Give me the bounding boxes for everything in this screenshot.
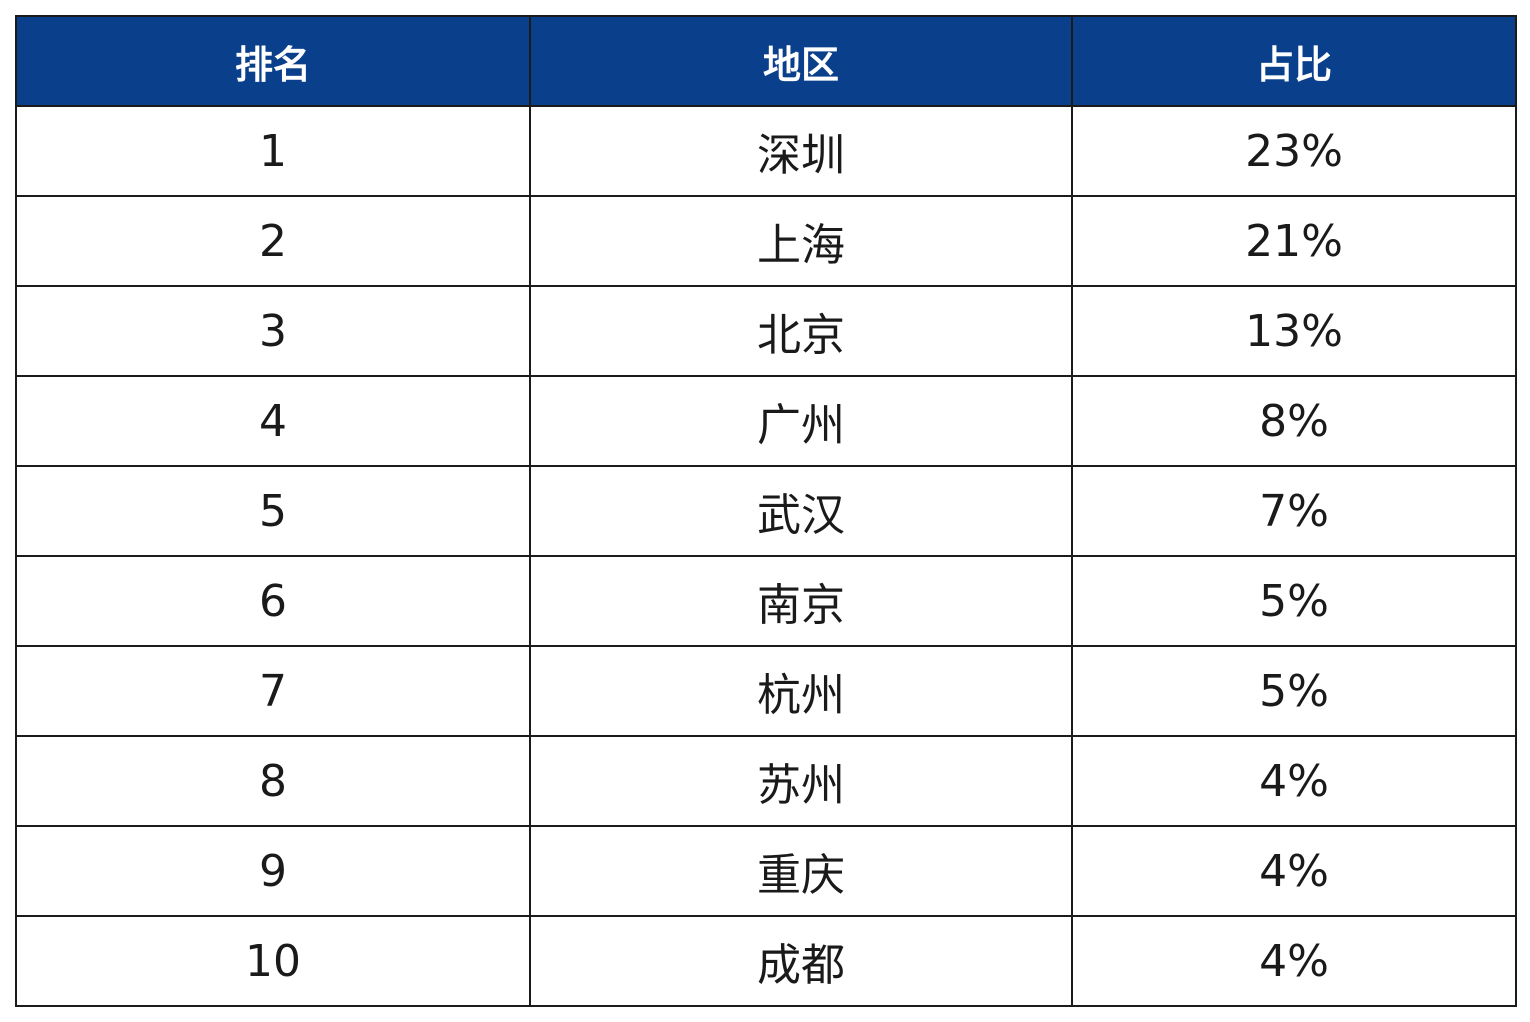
cell-region: 南京 [529,555,1073,647]
cell-region: 武汉 [529,465,1073,557]
table-row: 3 北京 13% [15,285,1517,377]
cell-share: 8% [1071,375,1517,467]
header-share: 占比 [1071,15,1517,107]
cell-share: 4% [1071,825,1517,917]
table-header: 排名 地区 占比 [15,15,1517,107]
cell-region: 深圳 [529,105,1073,197]
table-row: 1 深圳 23% [15,105,1517,197]
cell-share: 4% [1071,915,1517,1007]
cell-rank: 1 [15,105,531,197]
table-row: 8 苏州 4% [15,735,1517,827]
table-row: 10 成都 4% [15,915,1517,1007]
cell-rank: 2 [15,195,531,287]
table-body: 1 深圳 23% 2 上海 21% 3 北京 13% 4 广州 8% 5 武汉 … [15,105,1517,1007]
table-row: 9 重庆 4% [15,825,1517,917]
cell-share: 5% [1071,645,1517,737]
table-row: 4 广州 8% [15,375,1517,467]
table-row: 2 上海 21% [15,195,1517,287]
table-row: 5 武汉 7% [15,465,1517,557]
cell-region: 杭州 [529,645,1073,737]
ranking-table: 排名 地区 占比 1 深圳 23% 2 上海 21% 3 北京 13% 4 广州… [15,15,1517,1007]
table-row: 7 杭州 5% [15,645,1517,737]
cell-rank: 3 [15,285,531,377]
cell-share: 23% [1071,105,1517,197]
cell-rank: 8 [15,735,531,827]
cell-rank: 9 [15,825,531,917]
cell-region: 北京 [529,285,1073,377]
cell-rank: 6 [15,555,531,647]
cell-share: 4% [1071,735,1517,827]
cell-rank: 7 [15,645,531,737]
table-row: 6 南京 5% [15,555,1517,647]
header-region: 地区 [529,15,1073,107]
cell-share: 21% [1071,195,1517,287]
cell-share: 7% [1071,465,1517,557]
cell-rank: 4 [15,375,531,467]
cell-region: 广州 [529,375,1073,467]
cell-share: 5% [1071,555,1517,647]
cell-region: 苏州 [529,735,1073,827]
header-rank: 排名 [15,15,531,107]
cell-rank: 10 [15,915,531,1007]
cell-rank: 5 [15,465,531,557]
cell-region: 上海 [529,195,1073,287]
cell-share: 13% [1071,285,1517,377]
cell-region: 重庆 [529,825,1073,917]
header-row: 排名 地区 占比 [15,15,1517,107]
cell-region: 成都 [529,915,1073,1007]
